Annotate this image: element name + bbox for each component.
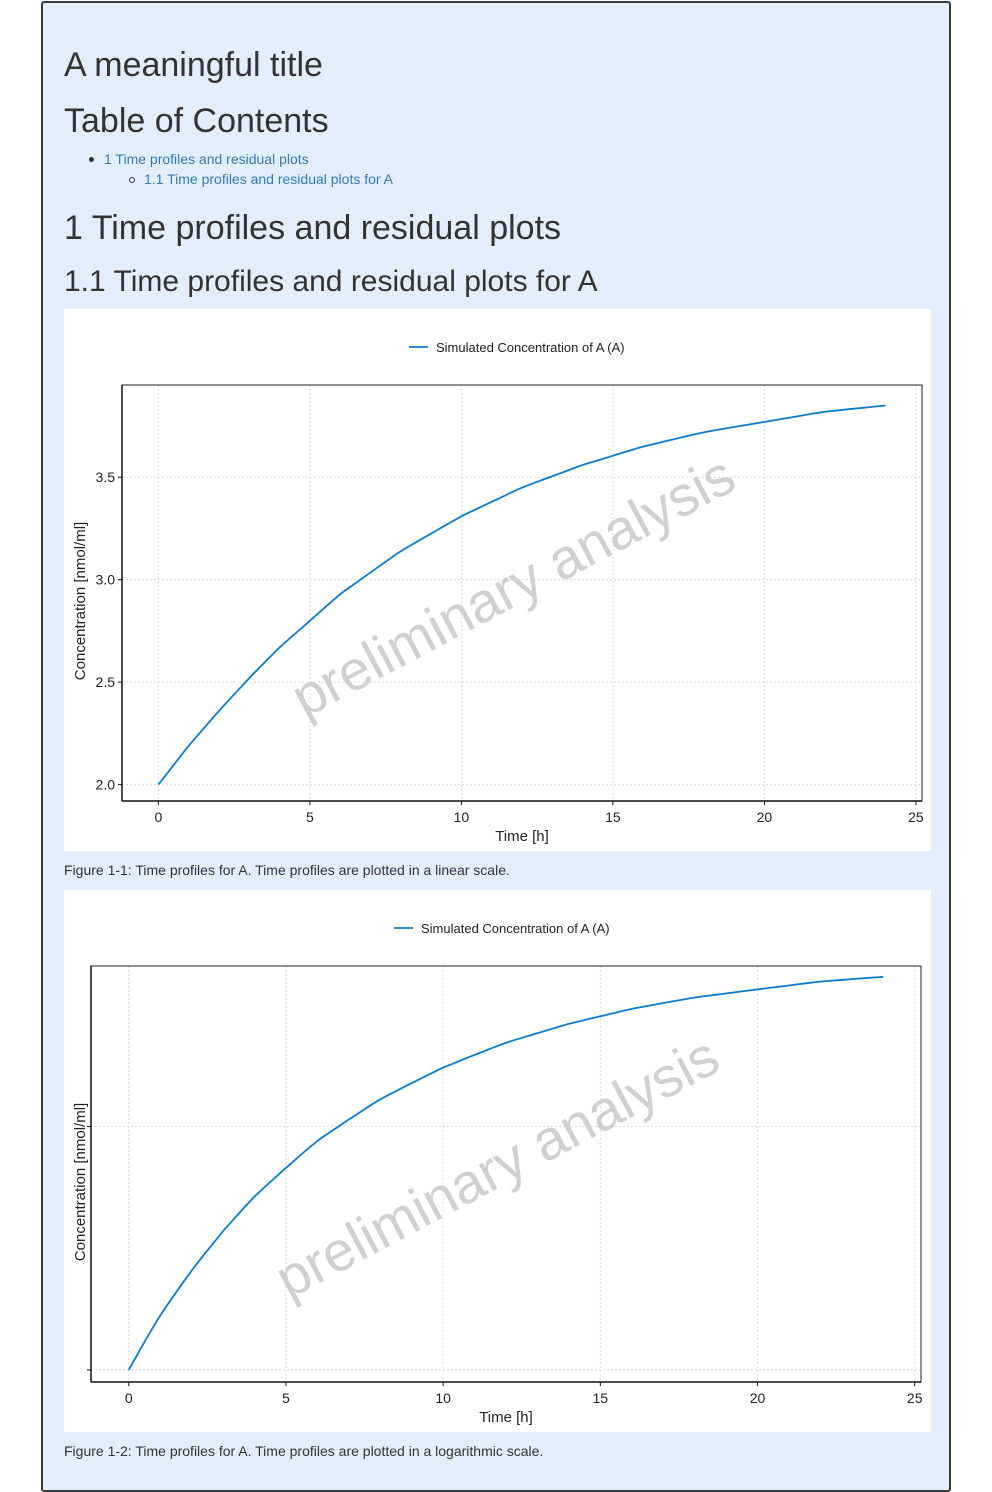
bullet-circle-icon <box>129 177 135 183</box>
bullet-disc-icon <box>89 157 94 162</box>
x-tick-label: 10 <box>435 1390 451 1406</box>
watermark: preliminary analysis <box>265 1024 729 1310</box>
document-title: A meaningful title <box>64 46 323 84</box>
toc-link-label[interactable]: 1 Time profiles and residual plots <box>104 151 309 167</box>
figure-caption-linear: Figure 1-1: Time profiles for A. Time pr… <box>64 862 510 878</box>
x-tick-label: 10 <box>454 809 470 825</box>
x-tick-label: 15 <box>593 1390 609 1406</box>
toc-heading: Table of Contents <box>64 102 329 140</box>
x-tick-label: 15 <box>605 809 621 825</box>
section-heading-1-1: 1.1 Time profiles and residual plots for… <box>64 265 598 298</box>
x-tick-label: 5 <box>306 809 314 825</box>
x-tick-label: 0 <box>154 809 162 825</box>
report-page: A meaningful title Table of Contents 1 T… <box>41 1 951 1492</box>
figure-log: 0 5 10 15 20 25 Time [h] Concentration [nmol/ml… <box>64 890 931 1432</box>
y-tick-label: 2.5 <box>96 674 116 690</box>
y-tick-label: 2.0 <box>96 777 116 793</box>
legend-label: Simulated Concentration of A (A) <box>436 340 625 355</box>
x-tick-label: 0 <box>125 1390 133 1406</box>
y-tick-label: 3.0 <box>96 572 116 588</box>
x-tick-label: 25 <box>907 1390 923 1406</box>
x-tick-label: 25 <box>908 809 924 825</box>
x-tick-label: 5 <box>282 1390 290 1406</box>
y-axis-label: Concentration [nmol/ml] <box>72 1103 89 1261</box>
figure-caption-log: Figure 1-2: Time profiles for A. Time pr… <box>64 1443 544 1459</box>
x-tick-label: 20 <box>757 809 773 825</box>
chart-linear: 0 5 10 15 20 25 2.0 2.5 3.0 3.5 Time [h] Concentrat… <box>72 340 924 845</box>
x-axis-label: Time [h] <box>495 828 549 845</box>
chart-log: 0 5 10 15 20 25 Time [h] Concentration [nmol/ml… <box>72 921 923 1426</box>
y-tick-label: 3.5 <box>96 469 116 485</box>
toc-item-section-1-1[interactable]: 1.1 Time profiles and residual plots for… <box>129 171 394 187</box>
x-tick-label: 20 <box>750 1390 766 1406</box>
y-axis-label: Concentration [nmol/ml] <box>72 522 89 680</box>
section-heading-1: 1 Time profiles and residual plots <box>64 209 562 247</box>
legend-label: Simulated Concentration of A (A) <box>421 921 610 936</box>
toc-link-label[interactable]: 1.1 Time profiles and residual plots for… <box>144 171 394 187</box>
series-line <box>157 404 886 786</box>
x-axis-label: Time [h] <box>479 1409 533 1426</box>
toc-item-section-1[interactable]: 1 Time profiles and residual plots <box>89 151 309 167</box>
series-line <box>127 975 884 1371</box>
figure-linear: 0 5 10 15 20 25 2.0 2.5 3.0 3.5 Time [h] Concentrat… <box>64 309 931 851</box>
